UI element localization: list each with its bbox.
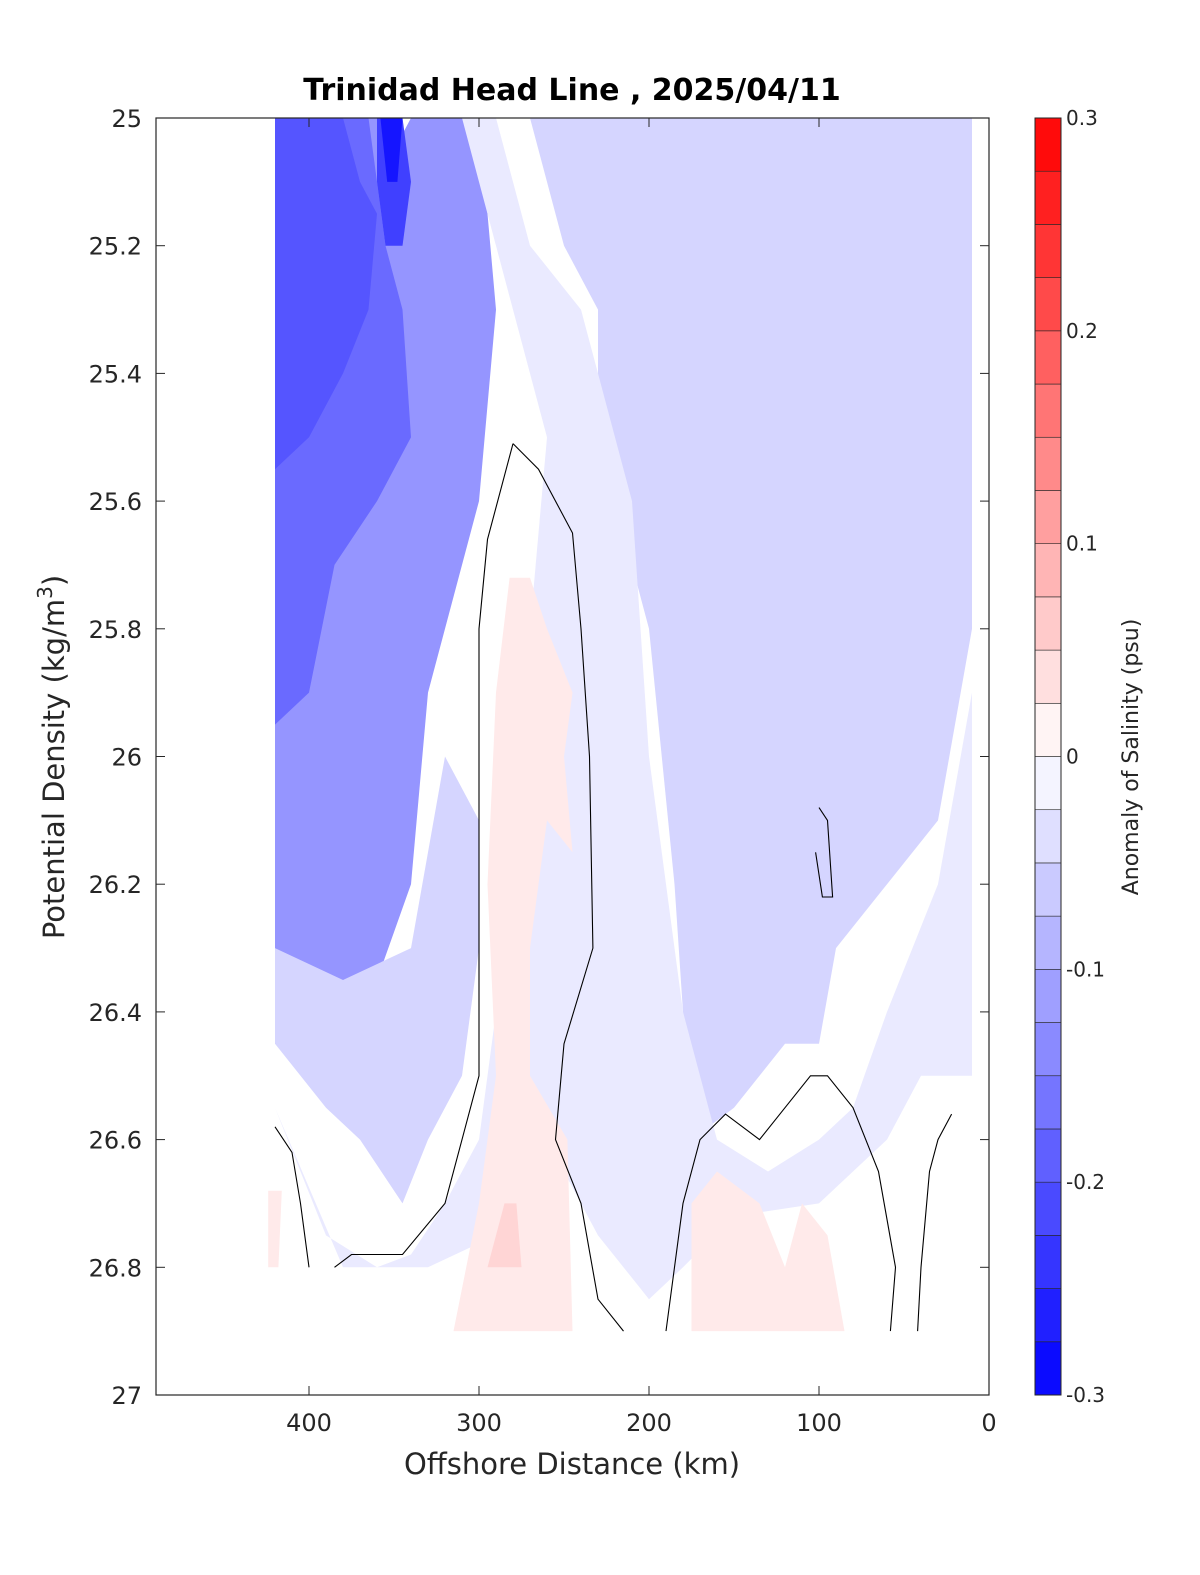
zero-contour-line — [815, 807, 834, 898]
zero-contour-line — [917, 1113, 953, 1332]
colorbar-band — [1034, 649, 1062, 704]
y-axis-label: Potential Density (kg/m3) — [33, 575, 71, 939]
y-tick-label: 26.6 — [89, 1127, 142, 1155]
colorbar-bands — [1034, 117, 1062, 1396]
colorbar-label: Anomaly of Salinity (psu) — [1119, 619, 1144, 896]
colorbar-band — [1034, 1128, 1062, 1183]
zero-contour-lines — [274, 443, 953, 1332]
colorbar-band — [1034, 224, 1062, 278]
contour-fill-region-positive — [453, 577, 573, 1332]
x-tick-label: 200 — [626, 1409, 672, 1437]
colorbar-band — [1034, 170, 1062, 225]
x-tick-label: 100 — [796, 1409, 842, 1437]
colorbar-band — [1034, 1022, 1062, 1077]
contour-fill-region — [275, 756, 479, 1204]
colorbar-tick-label: 0.3 — [1066, 106, 1098, 130]
contour-fill-region-positive — [268, 1190, 282, 1268]
colorbar-tick-label: 0.2 — [1066, 319, 1098, 343]
colorbar-tick-label: 0 — [1066, 745, 1079, 769]
colorbar-tick-label: -0.2 — [1066, 1170, 1105, 1194]
y-ticks: 25 25.2 25.4 25.6 25.8 26 26.2 26.4 26.6 26.8 27 — [89, 105, 989, 1410]
colorbar-band — [1034, 1235, 1062, 1289]
contour-fills — [268, 118, 972, 1332]
zero-contour-line — [334, 443, 514, 1268]
y-tick-label: 25.6 — [89, 488, 142, 516]
colorbar-band — [1034, 809, 1062, 864]
colorbar-band — [1034, 330, 1062, 385]
colorbar-band — [1034, 1181, 1062, 1236]
colorbar-band — [1034, 915, 1062, 970]
colorbar-band — [1034, 1341, 1062, 1396]
colorbar-band — [1034, 543, 1062, 598]
contour-fill-region — [275, 118, 972, 1300]
y-tick-label: 25.4 — [89, 360, 142, 388]
y-tick-label: 27 — [111, 1382, 142, 1410]
colorbar-tick-label: -0.1 — [1066, 957, 1105, 981]
contour-fill-region-positive — [691, 1171, 845, 1332]
x-tick-label: 0 — [981, 1409, 996, 1437]
colorbar-frame — [1034, 117, 1062, 1396]
x-axis-label: Offshore Distance (km) — [404, 1447, 740, 1481]
contour-fill-region — [275, 118, 377, 470]
colorbar-tick-label: -0.3 — [1066, 1383, 1105, 1407]
colorbar-band — [1034, 117, 1062, 172]
chart-title: Trinidad Head Line , 2025/04/11 — [303, 73, 840, 108]
y-tick-label: 25.8 — [89, 616, 142, 644]
x-ticks: 400 300 200 100 0 — [286, 118, 997, 1437]
colorbar-band — [1034, 1075, 1062, 1130]
colorbar-tick-label: 0.1 — [1066, 532, 1098, 556]
colorbar-band — [1034, 277, 1062, 332]
y-axis-label-superscript: 3 — [33, 586, 57, 599]
y-tick-label: 25 — [111, 105, 142, 133]
y-tick-label: 26.2 — [89, 871, 142, 899]
contour-fill-region — [530, 118, 972, 1140]
colorbar-band — [1034, 862, 1062, 917]
colorbar-band — [1034, 969, 1062, 1023]
zero-contour-line — [274, 1126, 310, 1268]
colorbar-band — [1034, 383, 1062, 438]
y-axis-label-suffix: ) — [37, 575, 71, 586]
colorbar-band — [1034, 596, 1062, 651]
x-tick-label: 300 — [456, 1409, 502, 1437]
colorbar: 0.3 0.2 0.1 0 -0.1 -0.2 -0.3 — [1034, 106, 1105, 1407]
contour-fill-region — [380, 118, 403, 182]
x-tick-label: 400 — [286, 1409, 332, 1437]
contour-fill-region-positive — [487, 1203, 522, 1268]
colorbar-band — [1034, 436, 1062, 491]
zero-contour-line — [665, 1075, 897, 1332]
y-axis-label-main: Potential Density (kg/m — [37, 599, 71, 939]
colorbar-band — [1034, 490, 1062, 544]
colorbar-band — [1034, 702, 1062, 757]
colorbar-band — [1034, 1288, 1062, 1343]
y-tick-label: 26 — [111, 744, 142, 772]
y-tick-label: 26.4 — [89, 999, 142, 1027]
y-tick-label: 26.8 — [89, 1254, 142, 1282]
y-tick-label: 25.2 — [89, 233, 142, 261]
zero-contour-line — [512, 443, 624, 1332]
colorbar-ticks: 0.3 0.2 0.1 0 -0.1 -0.2 -0.3 — [1066, 106, 1105, 1407]
plot-area: 400 300 200 100 0 25 25.2 25.4 25.6 25.8 26 26.2 26… — [89, 105, 997, 1437]
colorbar-band — [1034, 756, 1062, 811]
